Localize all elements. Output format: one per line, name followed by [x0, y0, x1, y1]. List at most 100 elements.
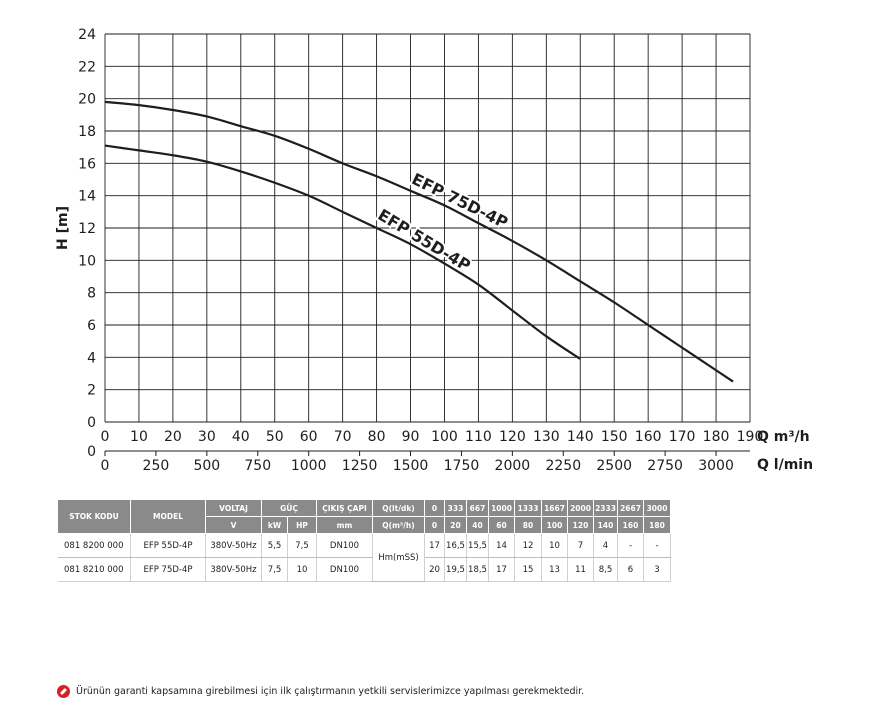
y-tick-label: 22	[78, 59, 96, 75]
cell-h: 12	[514, 533, 542, 558]
q-m3h-8: 160	[617, 516, 644, 534]
series-label: EFP 75D-4P	[409, 169, 511, 232]
y-axis-label: H [m]	[55, 206, 71, 250]
q-ltdk-8: 2667	[617, 499, 644, 517]
q-ltdk-1: 333	[444, 499, 467, 517]
header-q-ltdk: Q(lt/dk)	[372, 499, 425, 517]
spec-table: STOK KODU MODEL VOLTAJ GÜÇ ÇIKIŞ ÇAPI Q(…	[57, 499, 671, 582]
x2-axis-label: Q l/min	[757, 457, 813, 473]
y-tick-label: 10	[78, 253, 96, 269]
cell-cikis: DN100	[316, 557, 373, 582]
y-tick-label: 4	[87, 350, 96, 366]
q-ltdk-6: 2000	[567, 499, 594, 517]
cell-h: 16,5	[444, 533, 467, 558]
y-tick-label: 18	[78, 124, 96, 140]
q-m3h-9: 180	[643, 516, 671, 534]
warranty-note-text: Ürünün garanti kapsamına girebilmesi içi…	[76, 686, 585, 697]
x-tick-label: 140	[567, 429, 594, 445]
header-kw: kW	[261, 516, 288, 534]
x-tick-label: 120	[499, 429, 526, 445]
q-ltdk-4: 1333	[514, 499, 542, 517]
x-tick-label: 110	[465, 429, 492, 445]
x2-tick-label: 2000	[495, 458, 531, 474]
q-m3h-5: 100	[541, 516, 568, 534]
cell-h: 15,5	[466, 533, 489, 558]
y-tick-label: 12	[78, 221, 96, 237]
cell-h: 18,5	[466, 557, 489, 582]
x-tick-label: 130	[533, 429, 560, 445]
x2-tick-label: 1250	[342, 458, 378, 474]
x-tick-label: 0	[101, 429, 110, 445]
header-voltaj: VOLTAJ	[205, 499, 262, 517]
cell-h: 7	[567, 533, 594, 558]
cell-voltaj: 380V-50Hz	[205, 533, 262, 558]
y-tick-label: 8	[87, 286, 96, 302]
header-row-1: STOK KODU MODEL VOLTAJ GÜÇ ÇIKIŞ ÇAPI Q(…	[57, 499, 671, 534]
x-tick-label: 100	[431, 429, 458, 445]
x2-tick-label: 500	[193, 458, 220, 474]
x2-tick-label: 250	[143, 458, 170, 474]
x2-tick-label: 2500	[596, 458, 632, 474]
x2-tick-label: 2750	[647, 458, 683, 474]
cell-voltaj: 380V-50Hz	[205, 557, 262, 582]
warranty-note: Ürünün garanti kapsamına girebilmesi içi…	[57, 685, 584, 698]
cell-kw: 7,5	[261, 557, 288, 582]
x-tick-label: 30	[198, 429, 216, 445]
cell-cikis: DN100	[316, 533, 373, 558]
header-v: V	[205, 516, 262, 534]
y-tick-label: 16	[78, 156, 96, 172]
x2-tick-label: 3000	[698, 458, 734, 474]
x-tick-labels: 0 10 20 30 40 50 60 70 80 90 100 110 120 130 140 150 160…	[101, 429, 764, 445]
cell-stok: 081 8210 000	[57, 557, 131, 582]
x-tick-label: 60	[300, 429, 318, 445]
q-ltdk-9: 3000	[643, 499, 671, 517]
q-m3h-1: 20	[444, 516, 467, 534]
x-tick-label: 40	[232, 429, 250, 445]
x-tick-label: 80	[368, 429, 386, 445]
cell-kw: 5,5	[261, 533, 288, 558]
cell-h: -	[617, 533, 644, 558]
cell-h: 15	[514, 557, 542, 582]
cell-h: 19,5	[444, 557, 467, 582]
q-ltdk-2: 667	[466, 499, 489, 517]
table-row: 081 8200 000 EFP 55D-4P 380V-50Hz 5,5 7,…	[57, 533, 671, 582]
x2-zero-label: 0	[87, 444, 96, 460]
x2-tick-label: 1500	[393, 458, 429, 474]
q-m3h-2: 40	[466, 516, 489, 534]
secondary-x-axis: 00 250 500 750 1000 1250 1500 1750 2000 2250 2500 2…	[87, 444, 750, 474]
y-tick-label: 20	[78, 92, 96, 108]
header-cikis: ÇIKIŞ ÇAPI	[316, 499, 373, 517]
y-tick-label: 24	[78, 27, 96, 43]
x2-tick-label: 1750	[444, 458, 480, 474]
chart-grid	[104, 33, 751, 423]
q-m3h-6: 120	[567, 516, 594, 534]
header-model: MODEL	[130, 499, 206, 534]
y-tick-label: 2	[87, 383, 96, 399]
cell-h: 4	[593, 533, 618, 558]
x-axis-label: Q m³/h	[757, 429, 810, 445]
x2-tick-label: 750	[244, 458, 271, 474]
cell-h: 8,5	[593, 557, 618, 582]
y-tick-label: 6	[87, 318, 96, 334]
cell-hp: 7,5	[287, 533, 317, 558]
x-tick-label: 70	[334, 429, 352, 445]
q-m3h-3: 60	[488, 516, 515, 534]
cell-stok: 081 8200 000	[57, 533, 131, 558]
q-m3h-0: 0	[424, 516, 445, 534]
q-ltdk-5: 1667	[541, 499, 568, 517]
warning-wrench-icon	[57, 685, 70, 698]
table-row: 081 8210 000 EFP 75D-4P 380V-50Hz 7,5 10…	[57, 557, 671, 582]
x-tick-label: 20	[164, 429, 182, 445]
series-line	[104, 100, 734, 383]
cell-h: 20	[424, 557, 445, 582]
cell-h: -	[643, 533, 671, 558]
cell-hm-label: Hm(mSS)	[372, 533, 425, 582]
x2-tick-label: 0	[101, 458, 110, 474]
x-tick-label: 90	[402, 429, 420, 445]
series-label: EFP 55D-4P	[375, 205, 475, 275]
x2-tick-label: 2250	[545, 458, 581, 474]
header-guc: GÜÇ	[261, 499, 317, 517]
